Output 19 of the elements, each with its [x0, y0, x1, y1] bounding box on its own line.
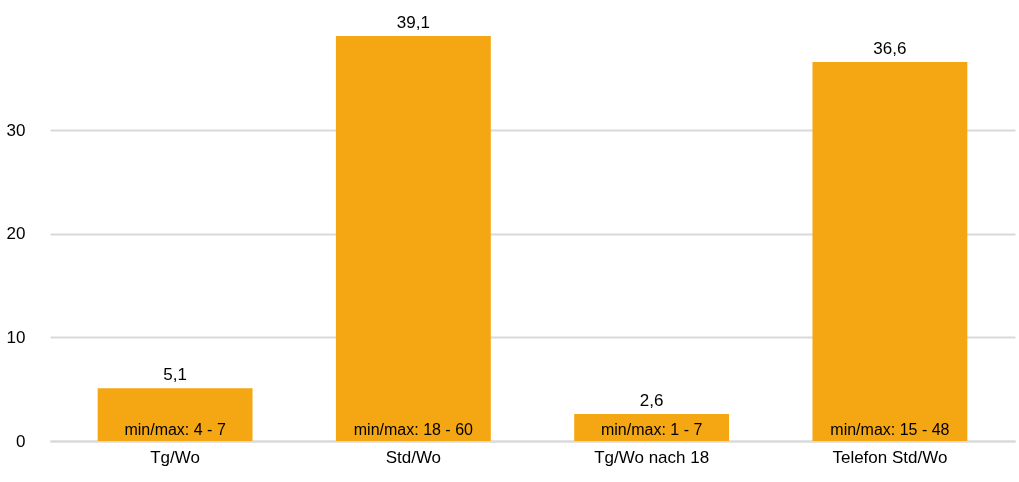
annotation: min/max: 4 - 7: [124, 421, 226, 438]
y-tick-label: 0: [16, 431, 26, 451]
bar: [812, 61, 968, 441]
data-label: 36,6: [873, 38, 907, 58]
data-label: 5,1: [163, 365, 187, 385]
data-label: 2,6: [639, 391, 664, 411]
x-tick-label: Tg/Wo: [150, 447, 200, 467]
y-tick-label: 10: [6, 327, 26, 347]
y-tick-label: 30: [6, 120, 26, 140]
x-tick-label: Tg/Wo nach 18: [594, 447, 710, 467]
bar: [335, 36, 491, 441]
data-label: 39,1: [396, 13, 430, 32]
x-tick-label: Std/Wo: [385, 447, 442, 467]
y-tick-label: 20: [6, 224, 26, 244]
annotation: min/max: 15 - 48: [830, 421, 950, 438]
bar: [97, 388, 253, 441]
x-tick-label: Telefon Std/Wo: [832, 447, 948, 467]
annotation: min/max: 1 - 7: [600, 421, 703, 438]
annotation: min/max: 18 - 60: [353, 421, 474, 438]
